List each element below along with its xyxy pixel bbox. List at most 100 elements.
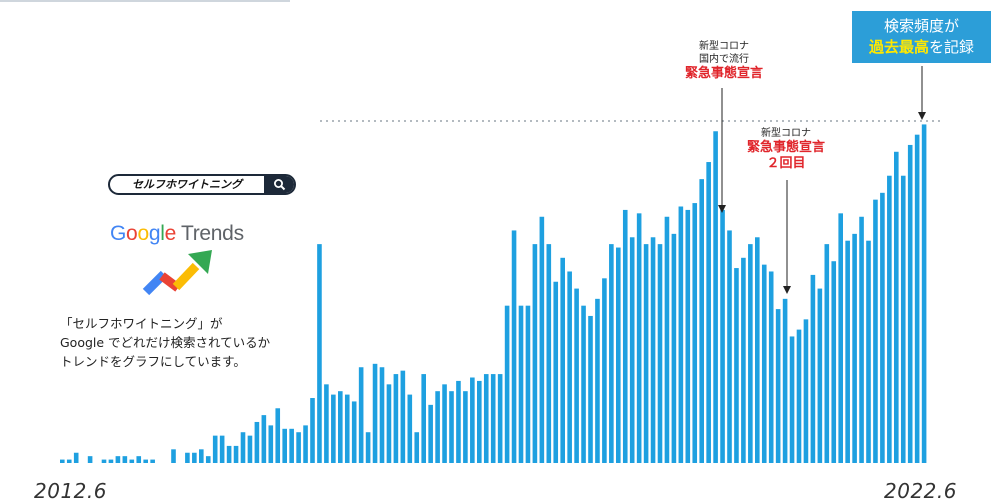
bar [748,244,753,463]
trend-arrow-icon [142,250,212,296]
bar [532,244,538,463]
bar [782,298,788,463]
bar [483,374,489,463]
bar [115,456,121,463]
callout-line-2: 過去最高を記録 [852,37,991,58]
bar [845,240,850,463]
bar [470,377,475,463]
bar [233,445,239,463]
bar [914,134,920,463]
bar [616,247,621,463]
bar [650,237,656,463]
annotation-2-emphasis-2: ２回目 [766,156,806,171]
bar [803,319,809,463]
annotation-2-line-1: 新型コロナ [761,128,811,139]
bar [678,206,684,463]
search-button[interactable] [264,176,294,193]
bar [838,213,843,463]
annotation-first-emergency: 新型コロナ 国内で流行 緊急事態宣言 [664,40,784,82]
bar [456,380,461,463]
bar [205,456,211,463]
bar [706,162,711,464]
bar [525,305,531,463]
bar [87,456,93,463]
bar [344,394,350,463]
bar [685,209,691,463]
bar [734,268,739,463]
bar [324,384,329,463]
bar [664,216,670,463]
bar [463,391,468,463]
bar [310,398,315,463]
bar [386,384,392,463]
bar [699,179,704,463]
bar [240,432,246,463]
annotation-second-emergency: 新型コロナ 緊急事態宣言 ２回目 [730,127,842,172]
bar [852,233,857,463]
bar [101,459,107,463]
bar [268,425,274,463]
bar [490,374,496,463]
bar [247,435,253,463]
bar [741,257,746,463]
trends-wordmark: Trends [180,222,244,245]
bar [407,394,413,463]
bar [414,432,420,463]
bar [497,374,503,463]
bar [831,261,837,463]
bar [372,363,378,463]
bar [303,425,308,463]
callout-highlight: 過去最高 [868,38,929,56]
bar [261,415,267,463]
bar [428,404,433,463]
bar [282,428,287,463]
search-box[interactable]: セルフホワイトニング [108,174,296,195]
bar [435,391,440,463]
bar [143,459,148,463]
bar [581,305,586,463]
bar [796,329,802,463]
bar [185,452,190,463]
bar [609,244,614,463]
annotation-1-emphasis: 緊急事態宣言 [684,66,763,81]
annotation-1-line-1: 新型コロナ [699,41,749,52]
annotation-2-arrow [783,180,791,294]
bar [73,452,79,463]
bar [393,374,399,463]
bar [108,459,114,463]
google-wordmark: Google [110,222,176,245]
bar [810,274,816,463]
bar [907,144,913,463]
callout-line-2-rest: を記録 [929,38,975,56]
bar [761,264,767,463]
bar [824,244,830,463]
top-rule [0,0,290,2]
bar [504,305,510,463]
bar [136,456,142,463]
bar [595,298,600,463]
bar [567,271,572,463]
bar [289,428,294,463]
record-high-callout: 検索頻度が 過去最高を記録 [852,11,991,63]
bar [588,315,593,463]
bar [727,230,732,463]
bar [199,449,204,463]
bar [622,209,628,463]
bar [122,456,128,463]
bar [351,401,357,463]
bar [254,421,260,463]
bar [602,278,607,463]
date-end-label: 2022.6 [884,479,957,503]
bar [657,244,663,463]
bar [789,336,795,463]
bar [317,244,322,463]
bar [511,230,517,463]
search-query: セルフホワイトニング [132,178,242,191]
bar [671,233,677,463]
callout-arrow [918,66,926,120]
bar [817,288,823,463]
date-start-label: 2012.6 [34,479,107,503]
bar [887,175,892,463]
bar [226,445,232,463]
bar [442,384,447,463]
